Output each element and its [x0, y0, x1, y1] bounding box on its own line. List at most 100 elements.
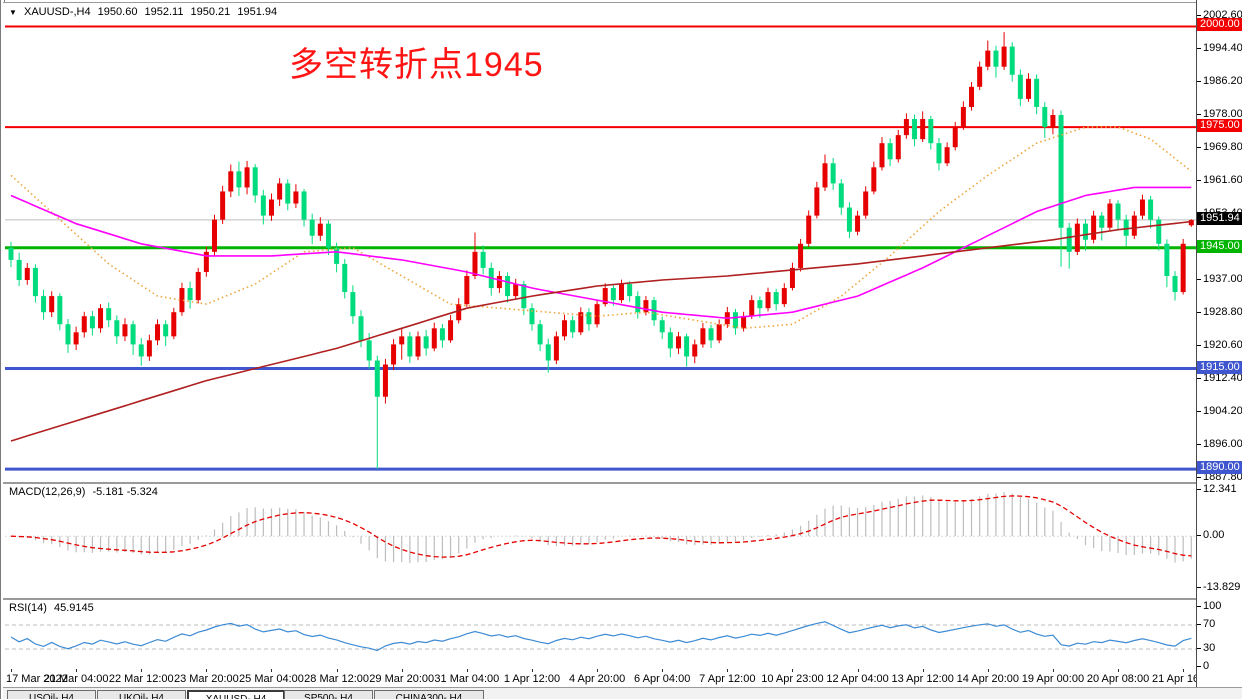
candle-body [65, 324, 71, 345]
candle-body [1107, 203, 1113, 228]
time-axis-label: 14 Apr 20:00 [956, 673, 1019, 685]
price-axis-tick: 2002.60 [1197, 9, 1242, 21]
candle-body [114, 320, 120, 337]
candle-body [220, 191, 226, 220]
chart-tab-xauusd-h4[interactable]: XAUUSD-,H4 [187, 690, 285, 699]
price-chart-plot[interactable] [5, 3, 1197, 480]
tick-label: 1969.80 [1203, 141, 1242, 153]
chart-title: ▼ XAUUSD-,H4 1950.60 1952.11 1950.21 195… [9, 6, 281, 18]
candle-body [895, 135, 901, 160]
candle-body [1115, 203, 1121, 220]
time-axis-tick [1183, 669, 1185, 672]
tick-label: -13.829 [1203, 581, 1241, 593]
candle-body [553, 336, 559, 361]
time-axis-label: 21 Mar 04:00 [43, 673, 109, 685]
candle-body [480, 251, 486, 268]
candle-body [472, 251, 478, 276]
tick-mark [1197, 14, 1201, 16]
time-axis-label: 29 Mar 20:00 [369, 673, 435, 685]
chart-tab-sp500-h4[interactable]: SP500-,H4 [284, 690, 373, 699]
candle-body [122, 324, 128, 337]
candle-body [952, 127, 958, 148]
macd-values: -5.181 -5.324 [92, 486, 158, 498]
candle-body [1026, 78, 1031, 99]
ohlc-high: 1952.11 [144, 6, 184, 18]
candle-body [187, 288, 193, 301]
candle-body [1172, 275, 1178, 293]
tick-label: 1896.00 [1203, 438, 1242, 450]
candle-body [692, 344, 698, 357]
rsi-plot[interactable] [5, 600, 1197, 668]
candle-body [252, 167, 258, 196]
candle-body [268, 199, 274, 216]
ma-slow-darkred [10, 220, 1192, 442]
candle-body [822, 163, 828, 188]
candle-body [993, 50, 999, 67]
time-axis-tick [76, 669, 78, 672]
tick-mark [1197, 586, 1201, 588]
macd-signal-line [10, 495, 1192, 558]
candle-body [285, 183, 291, 204]
time-axis-label: 19 Apr 00:00 [1021, 673, 1085, 685]
tick-mark [1197, 311, 1201, 313]
time-axis-label: 28 Mar 12:00 [304, 673, 370, 685]
price-axis-tick: 1920.60 [1197, 339, 1242, 351]
candle-body [496, 275, 502, 289]
tick-mark [1197, 623, 1201, 625]
candle-body [448, 320, 454, 341]
candle-body [228, 171, 234, 192]
candle-body [863, 191, 869, 216]
candle-body [610, 288, 616, 301]
candle-body [562, 320, 568, 337]
chart-tab-china300-h4[interactable]: CHINA300-,H4 [374, 690, 484, 699]
time-axis-label: 20 Apr 08:00 [1086, 673, 1150, 685]
candle-body [789, 267, 795, 289]
candle-body [334, 247, 340, 264]
tick-mark [1197, 647, 1201, 649]
price-axis-scale[interactable]: 2002.60 1994.40 1986.20 1978.00 1969.80 1961.… [1196, 0, 1242, 687]
candle-body [244, 167, 250, 188]
time-axis-tick [206, 669, 208, 672]
candle-body [741, 316, 747, 329]
candle-body [903, 119, 909, 136]
candle-body [464, 275, 470, 305]
chart-tab-ukoil-h4[interactable]: UKOil-,H4 [97, 690, 186, 699]
rsi-axis-tick: 0 [1197, 660, 1209, 672]
candle-body [415, 336, 421, 357]
candle-body [1001, 46, 1007, 67]
price-axis-tick: 1937.00 [1197, 273, 1242, 285]
price-badge: 2000.00 [1197, 18, 1242, 32]
macd-plot[interactable] [5, 484, 1197, 596]
candle-body [586, 312, 592, 325]
time-axis-label: 21 Apr 16:00 [1151, 673, 1196, 685]
candle-body [659, 320, 665, 333]
candle-body [855, 215, 861, 232]
price-badge: 1975.00 [1197, 119, 1242, 133]
candle-body [1091, 215, 1097, 240]
macd-indicator-panel: MACD(12,26,9) -5.181 -5.324 [3, 483, 1242, 599]
time-axis-tick [792, 669, 794, 672]
rsi-indicator-panel: RSI(14) 45.9145 [3, 599, 1242, 671]
chart-tab-usoil-h4[interactable]: USOil-,H4 [7, 690, 96, 699]
candle-body [700, 328, 706, 345]
candle-body [1034, 78, 1040, 107]
candle-body [545, 344, 551, 361]
price-axis-tick: 1969.80 [1197, 141, 1242, 153]
time-axis-label: 12 Apr 04:00 [826, 673, 889, 685]
tick-mark [1197, 113, 1201, 115]
time-axis-scale[interactable]: 17 Mar 2022 21 Mar 04:00 22 Mar 12:00 23 Ma… [3, 669, 1196, 687]
candle-body [236, 171, 242, 188]
time-axis-tick [141, 669, 143, 672]
time-axis-label: 10 Apr 23:00 [761, 673, 824, 685]
candle-body [969, 86, 975, 107]
candle-body [399, 336, 405, 345]
candle-body [130, 324, 136, 345]
candle-body [936, 143, 942, 164]
candle-body [439, 328, 445, 341]
candle-body [1042, 106, 1048, 128]
price-axis-tick: 1978.00 [1197, 108, 1242, 120]
collapse-arrow-icon[interactable]: ▼ [9, 8, 17, 17]
candle-body [798, 243, 804, 268]
candle-body [1156, 219, 1162, 244]
candle-body [749, 300, 755, 317]
